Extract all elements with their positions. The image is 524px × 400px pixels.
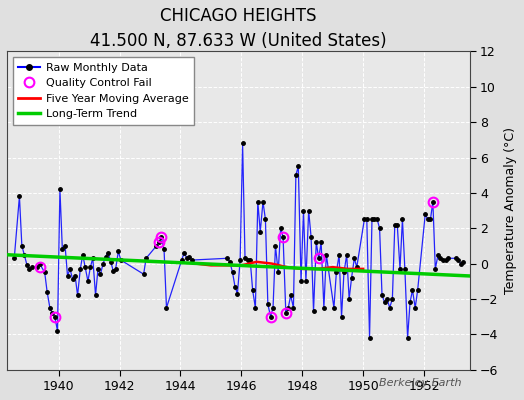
Title: CHICAGO HEIGHTS
41.500 N, 87.633 W (United States): CHICAGO HEIGHTS 41.500 N, 87.633 W (Unit…: [90, 7, 387, 50]
Text: Berkeley Earth: Berkeley Earth: [379, 378, 461, 388]
Legend: Raw Monthly Data, Quality Control Fail, Five Year Moving Average, Long-Term Tren: Raw Monthly Data, Quality Control Fail, …: [13, 57, 194, 125]
Y-axis label: Temperature Anomaly (°C): Temperature Anomaly (°C): [504, 127, 517, 294]
